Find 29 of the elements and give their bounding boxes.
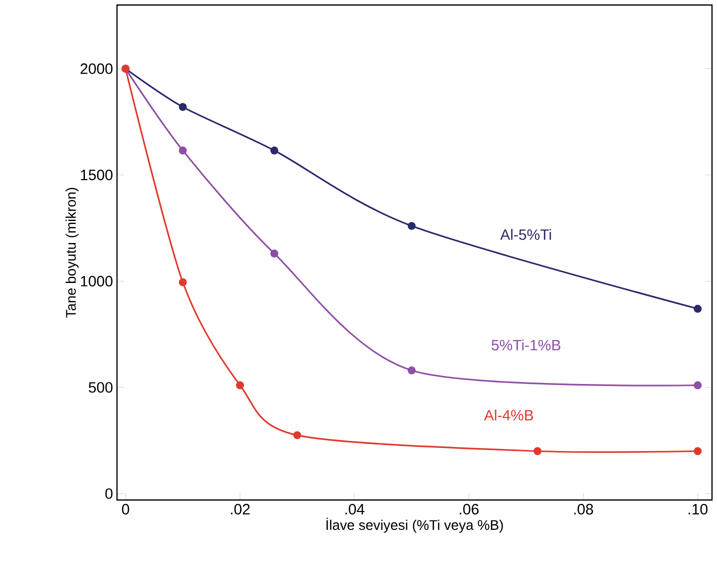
point: [534, 447, 542, 456]
y-axis-title: Tane boyutu (mikron): [66, 188, 79, 318]
series-label: Al-5%Ti: [500, 228, 551, 240]
text: 5%Ti-1%B: [492, 339, 560, 350]
point: [270, 146, 278, 154]
series-label: Al-4%B: [484, 410, 534, 420]
y-tick-label: 500: [88, 382, 112, 393]
point: [236, 381, 244, 390]
y-tick-label: 2000: [80, 63, 112, 74]
y-tick-label: 0: [105, 488, 112, 499]
point: [270, 250, 278, 258]
x-tick-label: .08: [574, 504, 594, 514]
y-tick-label: 1000: [80, 276, 112, 286]
x-tick-label: .06: [460, 504, 479, 514]
x-tick-label: .02: [230, 504, 250, 514]
point: [178, 146, 187, 154]
point: [408, 222, 416, 230]
x-tick-label: .10: [688, 504, 708, 514]
point: [178, 278, 187, 286]
point: [408, 366, 416, 374]
x-tick-label: 0: [122, 504, 130, 514]
point: [694, 381, 702, 390]
x-tick-label: .04: [345, 504, 364, 514]
y-tick-label: 1500: [80, 170, 112, 180]
point: [178, 102, 187, 111]
point: [293, 431, 302, 440]
point: [694, 304, 702, 313]
point: [694, 447, 702, 456]
x-axis-title: İlave seviyesi (%Ti veya %B): [326, 518, 503, 533]
